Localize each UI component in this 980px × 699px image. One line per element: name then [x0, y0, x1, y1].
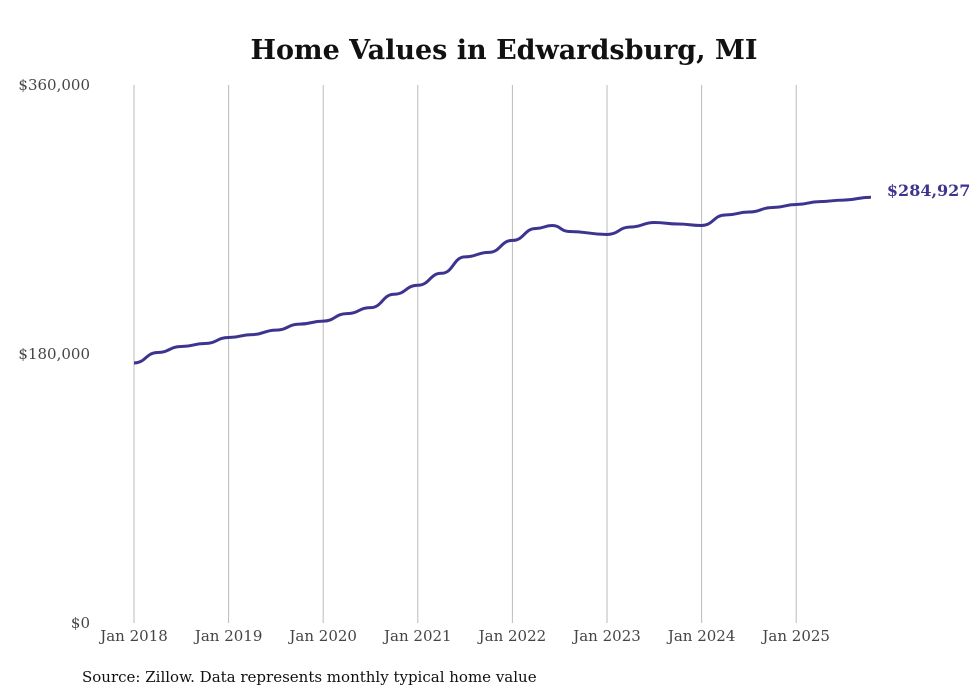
x-tick-label: Jan 2018 — [98, 627, 168, 645]
chart-title: Home Values in Edwardsburg, MI — [250, 35, 757, 66]
x-tick-label: Jan 2025 — [760, 627, 830, 645]
x-tick-label: Jan 2023 — [571, 627, 641, 645]
y-tick-label: $180,000 — [18, 345, 90, 363]
y-tick-label: $360,000 — [18, 76, 90, 94]
x-tick-label: Jan 2020 — [287, 627, 357, 645]
x-tick-label: Jan 2022 — [477, 627, 547, 645]
source-note: Source: Zillow. Data represents monthly … — [82, 668, 537, 686]
y-tick-label: $0 — [71, 614, 90, 632]
line-chart: Home Values in Edwardsburg, MI $0 $180,00… — [18, 35, 971, 645]
x-tick-label: Jan 2024 — [666, 627, 736, 645]
x-tick-label: Jan 2019 — [193, 627, 263, 645]
x-tick-label: Jan 2021 — [382, 627, 452, 645]
end-value-label: $284,927 — [887, 181, 971, 200]
series-line — [133, 195, 871, 365]
